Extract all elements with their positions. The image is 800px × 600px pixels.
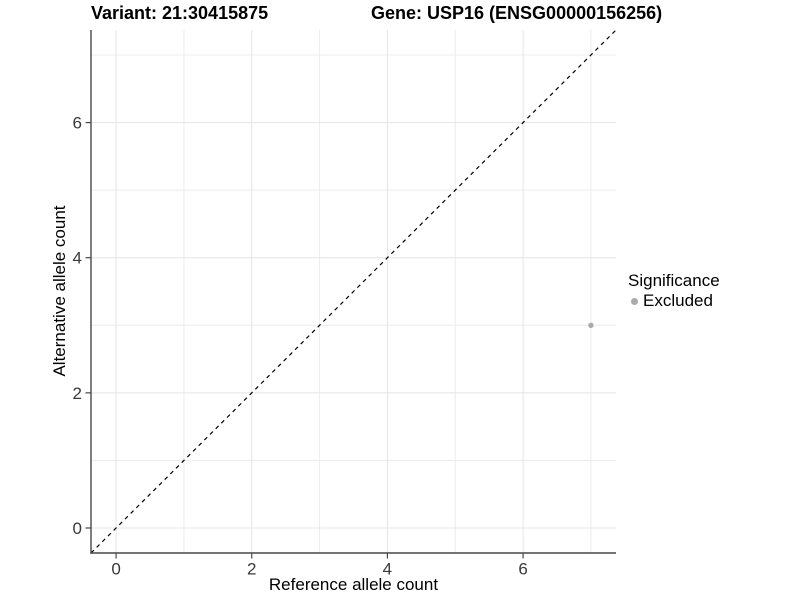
x-tick-label: 6 bbox=[518, 560, 527, 579]
x-tick-label: 2 bbox=[247, 560, 256, 579]
legend-item-excluded: Excluded bbox=[628, 292, 720, 310]
legend-title: Significance bbox=[628, 271, 720, 290]
y-tick-label: 4 bbox=[73, 249, 82, 268]
x-axis-title: Reference allele count bbox=[268, 575, 439, 594]
legend: Significance Excluded bbox=[628, 271, 720, 310]
plot-title-gene: Gene: USP16 (ENSG00000156256) bbox=[371, 3, 663, 23]
legend-point-swatch-icon bbox=[631, 297, 638, 305]
plot-title-variant: Variant: 21:30415875 bbox=[91, 3, 269, 23]
y-tick-label: 2 bbox=[73, 384, 82, 403]
x-tick-label: 0 bbox=[111, 560, 120, 579]
y-tick-label: 0 bbox=[73, 519, 82, 538]
data-point bbox=[588, 322, 594, 328]
y-axis-title: Alternative allele count bbox=[50, 205, 69, 377]
x-tick-label: 4 bbox=[383, 560, 392, 579]
identity-line bbox=[90, 29, 617, 554]
y-tick-label: 6 bbox=[73, 114, 82, 133]
legend-item-label: Excluded bbox=[643, 291, 713, 310]
